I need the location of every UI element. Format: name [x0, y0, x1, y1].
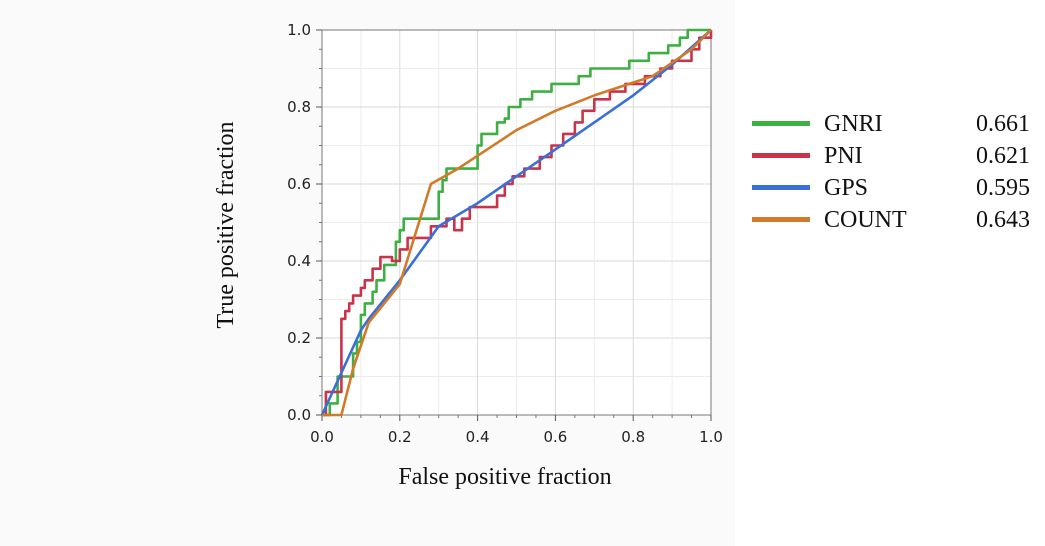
- y-tick-label: 0.4: [287, 252, 311, 270]
- legend-series-name: PNI: [824, 143, 863, 169]
- y-tick-label: 0.6: [287, 175, 311, 193]
- legend-series-name: GNRI: [824, 111, 883, 137]
- y-tick-label: 0.0: [287, 406, 311, 424]
- roc-chart: 0.0 0.2 0.4 0.6 0.8 1.0 0.0 0.2 0.4 0.6 0.8 1.0 Fal…: [213, 21, 723, 490]
- series-line-gps: [320, 29, 712, 416]
- x-tick-label: 0.6: [543, 428, 567, 446]
- axes: [316, 29, 712, 421]
- grid: [322, 30, 711, 415]
- x-tick-label: 1.0: [699, 428, 723, 446]
- legend-swatch: [752, 185, 810, 190]
- legend-item-gnri: GNRI 0.661: [752, 108, 1042, 140]
- x-tick-label: 0.4: [466, 428, 490, 446]
- chart-figure: 0.0 0.2 0.4 0.6 0.8 1.0 0.0 0.2 0.4 0.6 0.8 1.0 Fal…: [213, 21, 723, 490]
- legend-auc-value: 0.621: [976, 143, 1030, 169]
- legend-swatch: [752, 217, 810, 222]
- x-tick-label: 0.2: [388, 428, 412, 446]
- legend-item-pni: PNI 0.621: [752, 140, 1042, 172]
- legend-swatch: [752, 121, 810, 126]
- y-tick-label: 1.0: [287, 21, 311, 39]
- series-layer: [320, 28, 713, 417]
- legend: GNRI 0.661 PNI 0.621 GPS 0.595 COUNT 0.643: [752, 108, 1042, 236]
- legend-item-gps: GPS 0.595: [752, 172, 1042, 204]
- legend-series-name: COUNT: [824, 207, 907, 233]
- legend-series-name: GPS: [824, 175, 869, 201]
- legend-auc-value: 0.661: [976, 111, 1030, 137]
- legend-auc-value: 0.595: [976, 175, 1030, 201]
- series-line-count: [322, 29, 712, 417]
- x-axis-label: False positive fraction: [398, 464, 611, 490]
- legend-swatch: [752, 153, 810, 158]
- y-axis-label: True positive fraction: [213, 121, 239, 328]
- x-tick-label: 0.8: [621, 428, 645, 446]
- tick-labels: 0.0 0.2 0.4 0.6 0.8 1.0 0.0 0.2 0.4 0.6 0.8 1.0: [287, 21, 723, 446]
- legend-item-count: COUNT 0.643: [752, 204, 1042, 236]
- legend-auc-value: 0.643: [976, 207, 1030, 233]
- y-tick-label: 0.2: [287, 329, 311, 347]
- x-tick-label: 0.0: [310, 428, 334, 446]
- y-tick-label: 0.8: [287, 98, 311, 116]
- series-line-gnri: [322, 28, 711, 417]
